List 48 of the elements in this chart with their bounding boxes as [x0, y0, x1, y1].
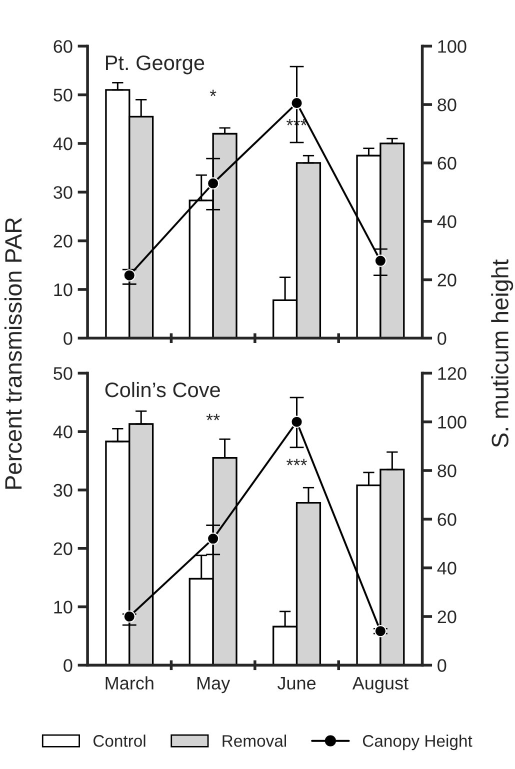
y-tick-label: 0 — [64, 659, 72, 672]
annotation: * — [210, 90, 216, 96]
legend-label: Control — [93, 734, 146, 747]
y-tick-label: 10 — [54, 283, 72, 296]
legend-label: Canopy Height — [362, 734, 472, 750]
y-tick-label: 40 — [53, 137, 72, 150]
y-tick-label: 50 — [54, 367, 72, 380]
y2-tick-label: 80 — [438, 464, 456, 478]
chart-title: Pt. George — [106, 55, 204, 74]
y2-tick-label: 40 — [437, 215, 456, 228]
annotation: ** — [206, 414, 220, 420]
legend-label: Removal — [222, 734, 286, 747]
y2-tick-label: 20 — [438, 274, 456, 286]
x-tick-label: May — [198, 676, 230, 694]
y-tick-label: 40 — [53, 426, 72, 438]
y2-tick-label: 80 — [438, 98, 456, 112]
y2-tick-label: 120 — [438, 367, 466, 380]
chart-title: Colin’s Cove — [105, 382, 220, 398]
y2-tick-label: 20 — [438, 610, 456, 624]
point — [123, 269, 136, 282]
point — [123, 610, 136, 623]
y2-tick-label: 0 — [438, 659, 446, 672]
y2-axis-title: S. muticum height — [491, 259, 514, 448]
y-tick-label: 30 — [54, 186, 72, 199]
y-tick-label: 30 — [54, 484, 72, 497]
y-tick-label: 20 — [54, 542, 72, 556]
point — [374, 625, 387, 638]
point — [374, 254, 387, 267]
point — [290, 416, 303, 428]
point — [290, 97, 303, 110]
point — [207, 177, 220, 190]
annotation: *** — [286, 458, 308, 466]
y2-tick-label: 60 — [438, 513, 456, 526]
y-tick-label: 10 — [54, 600, 72, 614]
x-tick-label: June — [277, 676, 316, 690]
y-tick-label: 60 — [54, 40, 72, 53]
y-axis-title: Percent transmission PAR — [4, 218, 22, 489]
y-tick-label: 50 — [54, 88, 72, 102]
y-tick-label: 20 — [54, 234, 72, 248]
y2-tick-label: 60 — [438, 156, 456, 170]
y2-tick-label: 100 — [438, 40, 466, 53]
y2-tick-label: 100 — [438, 416, 466, 429]
x-tick-label: March — [106, 676, 154, 690]
x-tick-label: August — [352, 676, 408, 694]
y2-tick-label: 0 — [438, 332, 446, 345]
y2-tick-label: 40 — [437, 562, 456, 575]
point — [207, 532, 220, 545]
y-tick-label: 0 — [64, 332, 72, 345]
